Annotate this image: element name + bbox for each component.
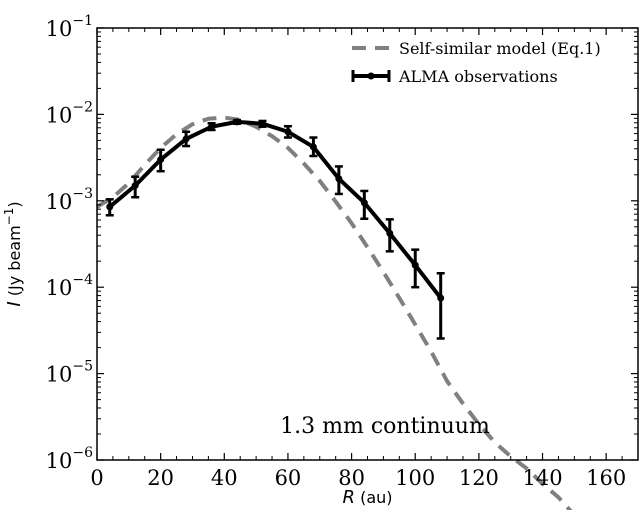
- data-point: [335, 175, 343, 183]
- model-series: [95, 115, 573, 510]
- data-point: [437, 294, 445, 302]
- x-tick-label: 60: [275, 466, 302, 490]
- y-tick-label: 10−1: [46, 13, 93, 41]
- x-tick-label: 80: [338, 466, 365, 490]
- x-tick-label: 140: [522, 466, 562, 490]
- x-axis-label: R (au): [342, 487, 392, 508]
- data-point: [131, 182, 139, 190]
- x-tick-label: 20: [147, 466, 174, 490]
- data-point: [182, 135, 190, 143]
- data-point: [258, 120, 266, 128]
- annotation-label: 1.3 mm continuum: [280, 414, 490, 439]
- y-tick-label: 10−3: [46, 186, 93, 214]
- legend-model-label: Self-similar model (Eq.1): [399, 39, 601, 58]
- x-tick-label: 120: [459, 466, 499, 490]
- data-point: [309, 143, 317, 151]
- axes-layer: [96, 27, 639, 461]
- model-line: [95, 115, 573, 510]
- y-tick-label: 10−5: [46, 359, 93, 387]
- y-axis-label: I (Jy beam−1): [2, 201, 25, 306]
- legend: Self-similar model (Eq.1) ALMA observatio…: [351, 39, 601, 86]
- x-tick-label: 0: [90, 466, 103, 490]
- observation-line: [108, 119, 443, 300]
- legend-obs-marker: [367, 72, 375, 80]
- y-tick-label: 10−2: [46, 99, 93, 127]
- data-point: [360, 199, 368, 207]
- x-tick-label: 160: [586, 466, 626, 490]
- y-tick-label: 10−6: [46, 445, 93, 473]
- x-tick-label: 100: [395, 466, 435, 490]
- legend-obs-label: ALMA observations: [398, 67, 558, 86]
- data-point: [386, 229, 394, 237]
- y-tick-label: 10−4: [46, 272, 93, 300]
- data-point: [233, 118, 241, 126]
- observation-series: [105, 118, 445, 340]
- data-point: [411, 261, 419, 269]
- data-point: [157, 156, 165, 164]
- x-tick-label: 40: [211, 466, 238, 490]
- data-point: [284, 128, 292, 136]
- series-layer: [95, 115, 573, 510]
- labels-layer: 0 20 40 60 80 100 120 140 160 10−6 10−5 10−4 10−3 10−…: [2, 13, 626, 508]
- data-point: [106, 203, 114, 211]
- data-point: [208, 123, 216, 131]
